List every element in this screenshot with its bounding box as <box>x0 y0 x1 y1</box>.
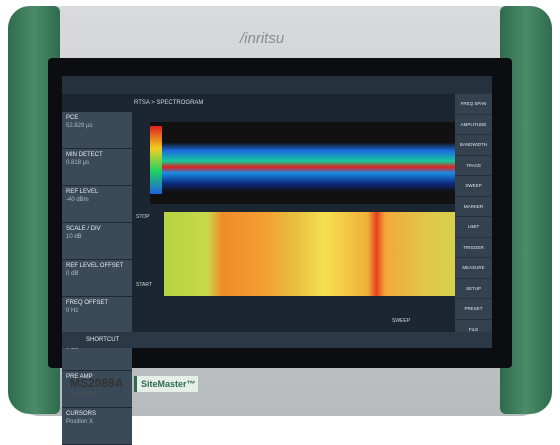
menu-label: REF LEVEL <box>66 189 99 195</box>
menu-item[interactable]: PCE 52.829 µs <box>62 112 132 149</box>
soft-key[interactable]: BANDWIDTH <box>455 135 492 156</box>
status-bar <box>62 76 492 94</box>
menu-item[interactable]: CURSORS Position X <box>62 408 132 445</box>
model-range: Up to 9 GHz <box>70 391 98 397</box>
soft-key[interactable]: PRESET <box>455 299 492 320</box>
breadcrumb-item[interactable]: RTSA <box>134 100 150 106</box>
menu-label: FREQ OFFSET <box>66 300 108 306</box>
menu-item[interactable]: SCALE / DIV 10 dB <box>62 223 132 260</box>
soft-key[interactable]: MARKER <box>455 196 492 217</box>
shortcut-bar[interactable]: SHORTCUT <box>62 332 492 348</box>
right-menu: FREQ SPAN AMPLITUDE BANDWIDTH TRACE SWEEP MAR… <box>455 94 492 340</box>
menu-value: 52.829 µs <box>66 123 93 129</box>
menu-label: MIN DETECT <box>66 152 103 158</box>
menu-label: CURSORS <box>66 411 97 417</box>
menu-label: REF LEVEL OFFSET <box>66 263 124 269</box>
menu-item[interactable]: REF LEVEL -40 dBm <box>62 186 132 223</box>
brand: /inritsu <box>240 30 285 47</box>
menu-item[interactable]: FREQ OFFSET 0 Hz <box>62 297 132 334</box>
soft-key[interactable]: TRIGGER <box>455 237 492 258</box>
menu-value: 10 dB <box>66 234 82 240</box>
color-scale <box>150 126 162 194</box>
menu-value: -40 dBm <box>66 197 89 203</box>
sweep-label: SWEEP <box>392 318 411 324</box>
breadcrumb-item[interactable]: SPECTROGRAM <box>156 100 204 106</box>
start-label: START <box>136 282 152 288</box>
menu-item[interactable]: REF LEVEL OFFSET 0 dB <box>62 260 132 297</box>
spectrum-plot <box>150 122 455 204</box>
soft-key[interactable]: FREQ SPAN <box>455 94 492 115</box>
soft-key[interactable]: SWEEP <box>455 176 492 197</box>
menu-label: PRE AMP <box>66 374 93 380</box>
stop-label: STOP <box>136 214 150 220</box>
soft-key[interactable]: AMPLITUDE <box>455 114 492 135</box>
model: MS2089A <box>70 376 124 390</box>
soft-key[interactable]: LIMIT <box>455 217 492 238</box>
menu-value: 0 Hz <box>66 308 79 314</box>
soft-key[interactable]: TRACE <box>455 155 492 176</box>
breadcrumb: RTSA > SPECTROGRAM <box>134 100 204 106</box>
product: SiteMaster™ <box>134 376 198 392</box>
menu-value: 0.818 µs <box>66 160 90 166</box>
waterfall-plot <box>164 212 455 296</box>
menu-label: SCALE / DIV <box>66 226 101 232</box>
device-photo: /inritsu RTSA > SPECTROGRAM PCE 52.829 µs… <box>8 6 552 445</box>
menu-value: 0 dB <box>66 345 79 351</box>
menu-item[interactable]: MIN DETECT 0.818 µs <box>62 149 132 186</box>
left-menu: PCE 52.829 µs MIN DETECT 0.818 µs REF LEVEL -… <box>62 112 132 445</box>
soft-key[interactable]: SETUP <box>455 278 492 299</box>
menu-item[interactable]: PRE AMP <box>62 371 132 408</box>
soft-key[interactable]: MEASURE <box>455 258 492 279</box>
menu-label: PCE <box>66 115 79 121</box>
menu-value: Position X <box>66 419 94 425</box>
display: RTSA > SPECTROGRAM PCE 52.829 µs MIN DETEC… <box>62 76 492 445</box>
menu-value: 0 dB <box>66 271 79 277</box>
